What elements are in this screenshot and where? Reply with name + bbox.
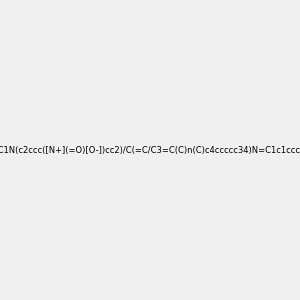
Text: O=C1N(c2ccc([N+](=O)[O-])cc2)/C(=C/C3=C(C)n(C)c4ccccc34)N=C1c1ccccc1: O=C1N(c2ccc([N+](=O)[O-])cc2)/C(=C/C3=C(… [0,146,300,154]
